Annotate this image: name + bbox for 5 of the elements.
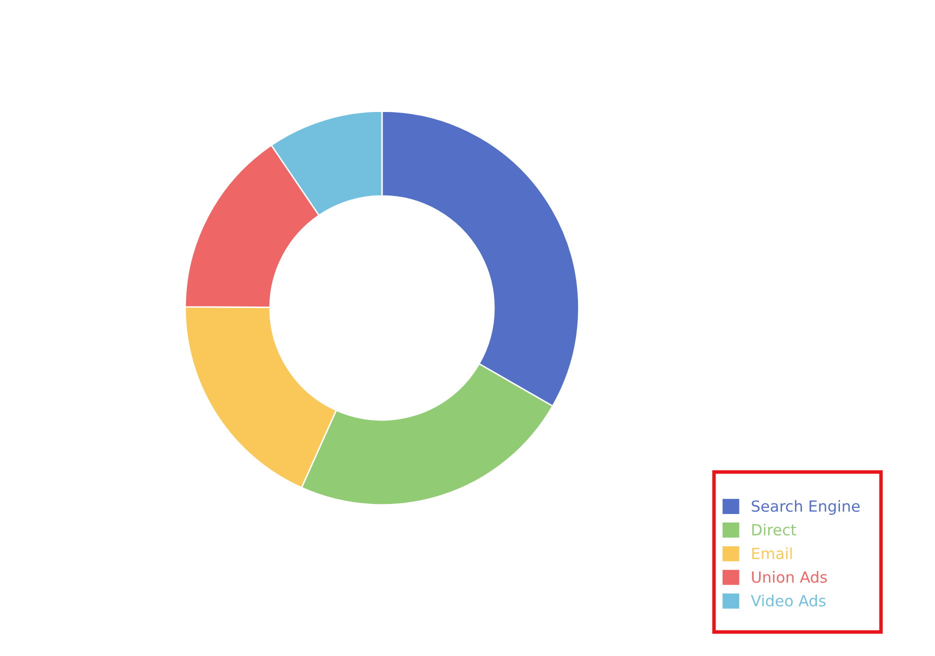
legend-label: Email — [752, 547, 792, 560]
legend-label: Union Ads — [752, 571, 827, 583]
legend-label: Video Ads — [750, 594, 826, 606]
legend-label: Direct — [752, 524, 796, 536]
legend-label: Search Engine — [752, 500, 860, 515]
